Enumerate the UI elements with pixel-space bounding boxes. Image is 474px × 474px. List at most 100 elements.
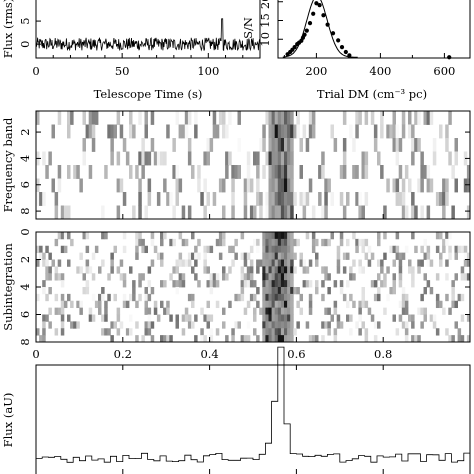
waterfall-cell bbox=[228, 151, 232, 166]
waterfall-cell bbox=[265, 205, 269, 220]
waterfall-cell bbox=[125, 328, 130, 336]
waterfall-cell bbox=[231, 192, 235, 206]
waterfall-cell bbox=[401, 205, 406, 220]
waterfall-cell bbox=[265, 273, 269, 281]
waterfall-cell bbox=[104, 232, 108, 240]
waterfall-cell bbox=[445, 124, 449, 139]
waterfall-cell bbox=[163, 307, 167, 315]
waterfall-cell bbox=[265, 307, 269, 315]
waterfall-cell bbox=[280, 111, 285, 125]
waterfall-cell bbox=[308, 259, 313, 267]
waterfall-cell bbox=[284, 314, 288, 322]
waterfall-cell bbox=[451, 335, 455, 343]
waterfall-cell bbox=[395, 124, 400, 139]
waterfall-cell bbox=[411, 138, 415, 152]
dm-point bbox=[336, 38, 341, 43]
waterfall-cell bbox=[42, 280, 46, 288]
waterfall-cell bbox=[364, 151, 369, 166]
waterfall-cell bbox=[308, 178, 313, 193]
waterfall-cell bbox=[91, 124, 96, 139]
waterfall-cell bbox=[249, 178, 254, 193]
waterfall-cell bbox=[262, 300, 266, 309]
waterfall-cell bbox=[414, 111, 418, 125]
waterfall-cell bbox=[234, 252, 238, 260]
waterfall-cell bbox=[287, 232, 291, 240]
waterfall-cell bbox=[36, 245, 40, 254]
subintegration-waterfall-x-tick-label: 0.8 bbox=[374, 347, 392, 361]
waterfall-cell bbox=[116, 314, 121, 322]
waterfall-cell bbox=[225, 151, 229, 166]
waterfall-cell bbox=[45, 245, 49, 254]
frequency-waterfall-frame bbox=[35, 110, 471, 220]
waterfall-cell bbox=[417, 266, 421, 274]
waterfall-cell bbox=[389, 124, 393, 139]
waterfall-cell bbox=[327, 307, 331, 315]
waterfall-cell bbox=[377, 273, 381, 281]
waterfall-cell bbox=[160, 238, 164, 247]
waterfall-cell bbox=[395, 178, 400, 193]
dm-point bbox=[311, 11, 316, 16]
waterfall-cell bbox=[122, 300, 127, 309]
waterfall-cell bbox=[262, 232, 266, 240]
waterfall-cell bbox=[395, 151, 400, 166]
waterfall-cell bbox=[274, 280, 279, 288]
waterfall-cell bbox=[215, 273, 220, 281]
waterfall-cell bbox=[361, 266, 365, 274]
waterfall-cell bbox=[404, 328, 409, 336]
waterfall-cell bbox=[271, 307, 276, 315]
waterfall-cell bbox=[265, 252, 269, 260]
waterfall-cell bbox=[308, 293, 313, 302]
waterfall-cell bbox=[339, 280, 344, 288]
waterfall-cell bbox=[274, 238, 279, 247]
waterfall-cell bbox=[370, 252, 375, 260]
waterfall-cell bbox=[163, 232, 167, 240]
waterfall-cell bbox=[212, 273, 217, 281]
waterfall-cell bbox=[184, 314, 189, 322]
waterfall-cell bbox=[268, 314, 272, 322]
waterfall-cell bbox=[330, 124, 334, 139]
waterfall-cell bbox=[383, 273, 387, 281]
waterfall-cell bbox=[60, 280, 65, 288]
waterfall-cell bbox=[181, 238, 186, 247]
waterfall-cell bbox=[274, 259, 279, 267]
waterfall-cell bbox=[439, 300, 443, 309]
waterfall-cell bbox=[463, 245, 468, 254]
waterfall-cell bbox=[271, 232, 276, 240]
dm-curve-x-tick-label: 200 bbox=[305, 64, 327, 78]
waterfall-cell bbox=[311, 335, 316, 343]
waterfall-cell bbox=[380, 124, 384, 139]
waterfall-cell bbox=[39, 192, 43, 206]
waterfall-cell bbox=[194, 273, 198, 281]
waterfall-cell bbox=[280, 335, 285, 343]
waterfall-cell bbox=[259, 192, 263, 206]
waterfall-cell bbox=[274, 165, 279, 179]
waterfall-cell bbox=[256, 300, 260, 309]
waterfall-cell bbox=[169, 192, 173, 206]
waterfall-cell bbox=[265, 259, 269, 267]
waterfall-cell bbox=[156, 151, 161, 166]
waterfall-cell bbox=[284, 245, 288, 254]
waterfall-cell bbox=[296, 321, 300, 329]
waterfall-cell bbox=[392, 245, 396, 254]
waterfall-cell bbox=[153, 151, 158, 166]
waterfall-cell bbox=[457, 293, 462, 302]
waterfall-cell bbox=[231, 178, 235, 193]
waterfall-cell bbox=[392, 259, 396, 267]
waterfall-cell bbox=[408, 314, 412, 322]
waterfall-cell bbox=[404, 245, 409, 254]
waterfall-cell bbox=[315, 287, 319, 295]
waterfall-cell bbox=[122, 280, 127, 288]
waterfall-cell bbox=[302, 280, 307, 288]
waterfall-cell bbox=[246, 151, 251, 166]
waterfall-cell bbox=[262, 287, 266, 295]
waterfall-cell bbox=[352, 232, 356, 240]
waterfall-cell bbox=[60, 205, 65, 220]
waterfall-cell bbox=[445, 232, 449, 240]
waterfall-cell bbox=[284, 307, 288, 315]
waterfall-cell bbox=[129, 111, 133, 125]
waterfall-cell bbox=[203, 178, 207, 193]
waterfall-cell bbox=[398, 259, 403, 267]
waterfall-cell bbox=[315, 335, 319, 343]
waterfall-cell bbox=[218, 232, 223, 240]
waterfall-cell bbox=[57, 111, 62, 125]
